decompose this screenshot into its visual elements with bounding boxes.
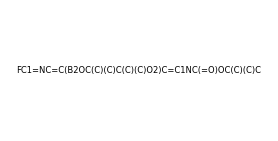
Text: FC1=NC=C(B2OC(C)(C)C(C)(C)O2)C=C1NC(=O)OC(C)(C)C: FC1=NC=C(B2OC(C)(C)C(C)(C)O2)C=C1NC(=O)O… <box>16 66 262 75</box>
